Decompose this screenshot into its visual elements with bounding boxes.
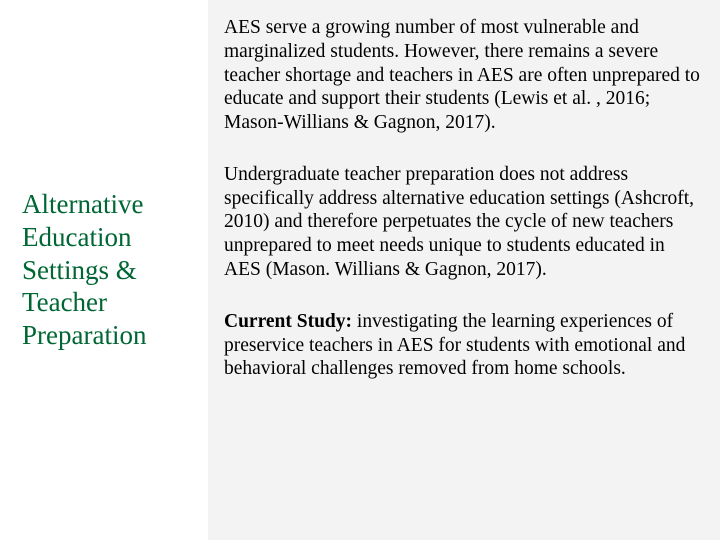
current-study-label: Current Study: <box>224 311 357 332</box>
paragraph-2: Undergraduate teacher preparation does n… <box>224 163 702 282</box>
paragraph-3: Current Study: investigating the learnin… <box>224 310 702 381</box>
slide: Alternative Education Settings & Teacher… <box>0 0 720 540</box>
title-column: Alternative Education Settings & Teacher… <box>0 0 208 540</box>
slide-title: Alternative Education Settings & Teacher… <box>22 188 200 353</box>
paragraph-1: AES serve a growing number of most vulne… <box>224 16 702 135</box>
body-column: AES serve a growing number of most vulne… <box>208 0 720 540</box>
